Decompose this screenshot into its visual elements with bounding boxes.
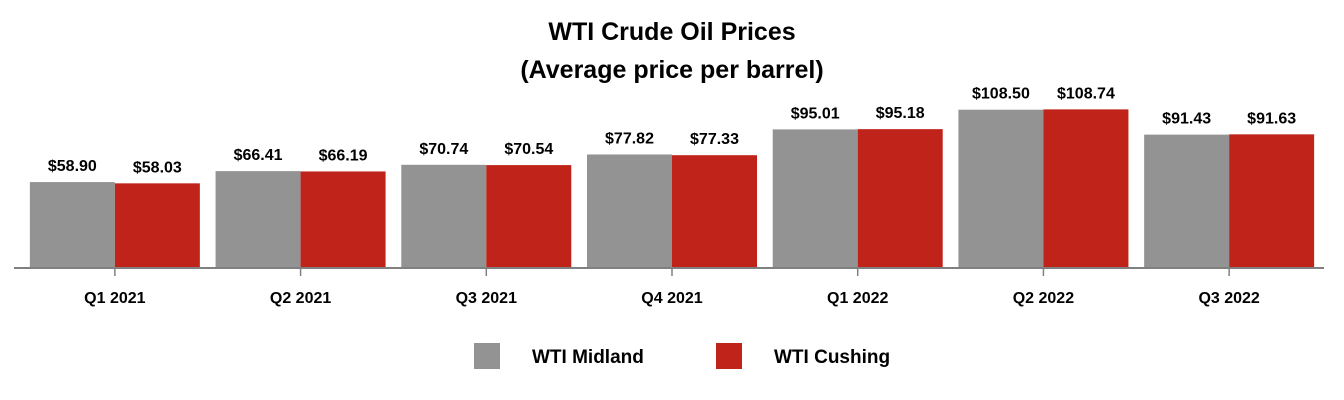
x-axis: Q1 2021 Q2 2021 Q3 2021 Q4 2021 Q1 2022 Q2 20… [14,267,1324,307]
data-label-wti-midland-q3-2022: $91.43 [1162,111,1211,128]
x-tick-label-q1-2022: Q1 2022 [827,290,888,307]
x-tick-label-q4-2021: Q4 2021 [641,290,702,307]
chart-title: WTI Crude Oil Prices [548,18,795,46]
bar-wti-midland-q1-2021 [29,182,115,268]
x-tick-label-q2-2021: Q2 2021 [270,290,331,307]
data-label-wti-cushing-q4-2021: $77.33 [690,131,739,148]
bars-layer [29,109,1315,269]
data-label-wti-cushing-q2-2021: $66.19 [319,147,368,164]
data-label-wti-cushing-q1-2022: $95.18 [876,105,925,122]
bar-wti-cushing-q4-2021 [672,155,757,268]
bar-wti-midland-q2-2022 [958,109,1044,268]
bar-wti-cushing-q3-2021 [486,165,572,268]
data-label-wti-midland-q4-2021: $77.82 [605,130,654,147]
bar-wti-midland-q4-2021 [587,154,672,268]
data-label-wti-midland-q2-2021: $66.41 [234,147,283,164]
legend-swatch-wti-midland [474,343,500,369]
legend-swatch-wti-cushing [716,343,742,369]
x-tick-label-q3-2021: Q3 2021 [456,290,517,307]
data-labels-layer: $58.90 $58.03 $66.41 $66.19 $70.74 $70.54 $77.… [48,85,1296,176]
data-label-wti-cushing-q3-2022: $91.63 [1247,110,1296,127]
legend-label-wti-cushing: WTI Cushing [774,347,890,368]
data-label-wti-cushing-q3-2021: $70.54 [504,141,553,158]
bar-wti-midland-q2-2021 [215,171,301,268]
data-label-wti-midland-q2-2022: $108.50 [972,86,1030,103]
data-label-wti-midland-q1-2021: $58.90 [48,158,97,175]
x-tick-label-q1-2021: Q1 2021 [84,290,145,307]
data-label-wti-cushing-q2-2022: $108.74 [1057,85,1115,102]
legend-label-wti-midland: WTI Midland [532,347,644,368]
data-label-wti-midland-q3-2021: $70.74 [419,141,468,158]
bar-wti-cushing-q2-2022 [1043,109,1129,269]
bar-wti-midland-q3-2022 [1144,134,1230,268]
bar-wti-cushing-q1-2022 [857,129,943,268]
x-tick-label-q2-2022: Q2 2022 [1013,290,1074,307]
chart-subtitle: (Average price per barrel) [520,56,823,84]
x-tick-label-q3-2022: Q3 2022 [1198,290,1259,307]
bar-wti-cushing-q2-2021 [300,171,386,268]
data-label-wti-cushing-q1-2021: $58.03 [133,159,182,176]
bar-wti-midland-q1-2022 [772,129,858,268]
data-label-wti-midland-q1-2022: $95.01 [791,105,840,122]
bar-wti-midland-q3-2021 [401,164,487,268]
bar-wti-cushing-q1-2021 [114,183,200,268]
legend: WTI Midland WTI Cushing [474,343,890,369]
bar-wti-cushing-q3-2022 [1229,134,1315,268]
